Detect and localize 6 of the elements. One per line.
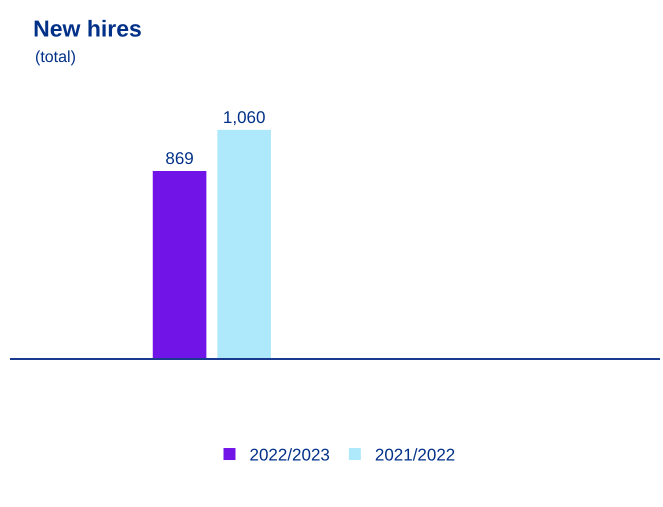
chart-subtitle: (total)	[35, 49, 76, 66]
data-label: 1,060	[222, 108, 266, 127]
chart-title: New hires	[33, 15, 142, 42]
legend-label: 2022/2023	[250, 446, 330, 465]
legend-label: 2021/2022	[374, 446, 456, 465]
data-label: 869	[165, 149, 194, 168]
